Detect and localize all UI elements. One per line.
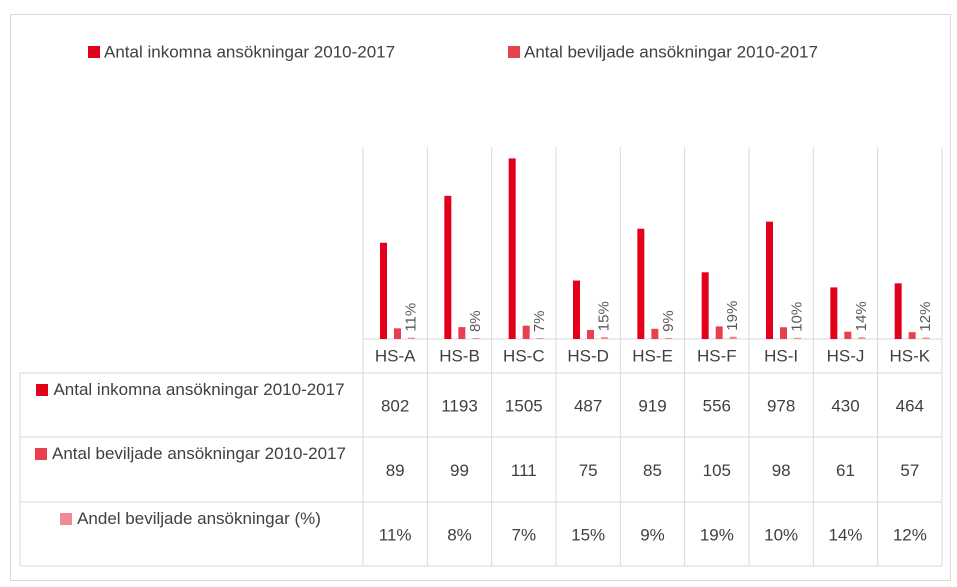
bar <box>522 325 530 339</box>
table-cell: 8% <box>447 525 472 544</box>
x-tick-label: HS-A <box>375 346 416 365</box>
table-cell: 98 <box>772 461 791 480</box>
bar <box>573 280 580 339</box>
bar <box>651 328 659 339</box>
table-cell: 919 <box>638 396 666 415</box>
bar <box>858 337 866 339</box>
table-cell: 11% <box>379 525 412 544</box>
data-label: 9% <box>660 310 677 332</box>
row-label: Antal beviljade ansökningar 2010-2017 <box>52 444 346 463</box>
table-cell: 1193 <box>441 396 478 415</box>
x-tick-label: HS-C <box>503 346 545 365</box>
table-cell: 1505 <box>505 396 543 415</box>
data-label: 12% <box>917 302 934 332</box>
bar <box>908 332 916 339</box>
data-label: 19% <box>724 301 741 331</box>
bar <box>665 337 673 339</box>
table-cell: 556 <box>703 396 731 415</box>
table-cell: 105 <box>703 461 731 480</box>
bar <box>536 338 544 339</box>
bar <box>394 328 401 339</box>
data-label: 11% <box>402 303 419 332</box>
row-header-text: Andel beviljade ansökningar (%) <box>22 508 359 530</box>
table-cell: 61 <box>836 461 855 480</box>
bar <box>472 338 480 339</box>
x-tick-label: HS-F <box>697 346 737 365</box>
table-cell: 487 <box>574 396 602 415</box>
bar <box>408 337 415 339</box>
table-cell: 99 <box>450 461 469 480</box>
bar <box>922 337 930 339</box>
bar <box>701 272 709 339</box>
data-label: 7% <box>531 310 548 332</box>
table-cell: 19% <box>700 525 734 544</box>
bar <box>830 287 838 339</box>
table-cell: 14% <box>828 525 862 544</box>
bar <box>444 195 452 339</box>
legend-label: Antal inkomna ansökningar 2010-2017 <box>104 42 395 61</box>
row-header-text: Antal beviljade ansökningar 2010-2017 <box>22 443 359 465</box>
bar <box>780 327 787 339</box>
legend-key <box>88 46 100 58</box>
bar <box>508 158 516 339</box>
legend-key <box>36 384 49 396</box>
row-label: Antal inkomna ansökningar 2010-2017 <box>53 380 345 399</box>
bar <box>601 337 608 339</box>
bar <box>844 331 852 339</box>
chart-frame <box>10 14 951 581</box>
x-tick-label: HS-J <box>827 346 865 365</box>
x-tick-label: HS-E <box>632 346 673 365</box>
table-cell: 10% <box>764 525 798 544</box>
table-cell: 89 <box>386 461 405 480</box>
row-header: Andel beviljade ansökningar (%) <box>22 508 359 530</box>
table-cell: 75 <box>579 461 598 480</box>
bar <box>380 242 387 339</box>
x-tick-label: HS-D <box>567 346 609 365</box>
data-label: 15% <box>595 301 612 331</box>
bar <box>715 326 723 339</box>
bar <box>794 337 801 339</box>
table-cell: 430 <box>831 396 859 415</box>
bar <box>587 330 594 339</box>
row-header-text: Antal inkomna ansökningar 2010-2017 <box>22 379 359 401</box>
table-cell: 85 <box>643 461 662 480</box>
data-label: 14% <box>853 301 870 331</box>
table-cell: 15% <box>571 525 605 544</box>
bar <box>766 221 773 339</box>
row-header: Antal beviljade ansökningar 2010-2017 <box>22 443 359 465</box>
legend-key <box>60 513 73 525</box>
table-cell: 802 <box>381 396 409 415</box>
x-tick-label: HS-K <box>890 346 931 365</box>
table-cell: 57 <box>900 461 919 480</box>
table-cell: 7% <box>512 525 537 544</box>
table-cell: 978 <box>767 396 795 415</box>
table-cell: 9% <box>640 525 665 544</box>
data-label: 8% <box>467 310 484 332</box>
legend-label: Antal beviljade ansökningar 2010-2017 <box>524 42 818 61</box>
bar <box>729 336 737 339</box>
data-label: 10% <box>788 302 805 332</box>
x-tick-label: HS-I <box>764 346 798 365</box>
x-tick-label: HS-B <box>439 346 480 365</box>
bar <box>458 327 466 339</box>
row-header: Antal inkomna ansökningar 2010-2017 <box>22 379 359 401</box>
legend-key <box>508 46 520 58</box>
legend-key <box>35 448 48 460</box>
row-label: Andel beviljade ansökningar (%) <box>77 509 321 528</box>
bar <box>637 228 645 339</box>
bar <box>894 283 902 339</box>
table-cell: 12% <box>893 525 927 544</box>
table-cell: 111 <box>511 461 537 480</box>
table-cell: 464 <box>896 396 924 415</box>
